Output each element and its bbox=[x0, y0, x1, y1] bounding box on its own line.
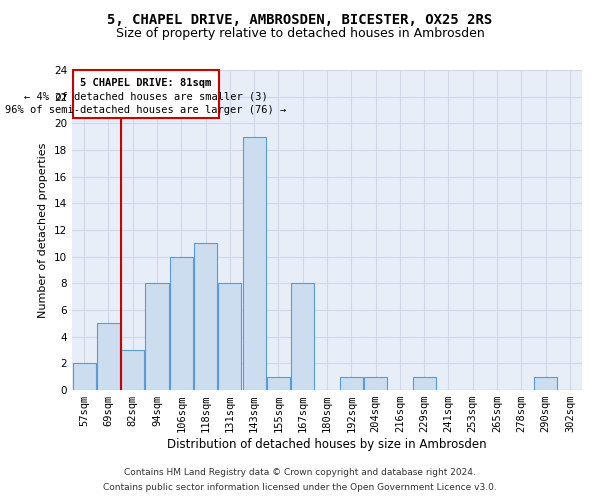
Bar bbox=[267, 376, 290, 390]
Text: Contains HM Land Registry data © Crown copyright and database right 2024.: Contains HM Land Registry data © Crown c… bbox=[124, 468, 476, 477]
Bar bbox=[364, 376, 387, 390]
X-axis label: Distribution of detached houses by size in Ambrosden: Distribution of detached houses by size … bbox=[167, 438, 487, 451]
Text: Contains public sector information licensed under the Open Government Licence v3: Contains public sector information licen… bbox=[103, 483, 497, 492]
Text: ← 4% of detached houses are smaller (3): ← 4% of detached houses are smaller (3) bbox=[24, 92, 268, 102]
Text: 5 CHAPEL DRIVE: 81sqm: 5 CHAPEL DRIVE: 81sqm bbox=[80, 78, 212, 88]
Bar bbox=[73, 364, 95, 390]
Text: 5, CHAPEL DRIVE, AMBROSDEN, BICESTER, OX25 2RS: 5, CHAPEL DRIVE, AMBROSDEN, BICESTER, OX… bbox=[107, 12, 493, 26]
Bar bbox=[413, 376, 436, 390]
Bar bbox=[170, 256, 193, 390]
Bar bbox=[194, 244, 217, 390]
Bar bbox=[340, 376, 363, 390]
Bar bbox=[97, 324, 120, 390]
Bar bbox=[242, 136, 266, 390]
Bar bbox=[145, 284, 169, 390]
Y-axis label: Number of detached properties: Number of detached properties bbox=[38, 142, 49, 318]
Text: Size of property relative to detached houses in Ambrosden: Size of property relative to detached ho… bbox=[116, 28, 484, 40]
Text: 96% of semi-detached houses are larger (76) →: 96% of semi-detached houses are larger (… bbox=[5, 106, 287, 116]
Bar bbox=[218, 284, 241, 390]
Bar bbox=[291, 284, 314, 390]
FancyBboxPatch shape bbox=[73, 70, 219, 118]
Bar bbox=[121, 350, 144, 390]
Bar bbox=[534, 376, 557, 390]
